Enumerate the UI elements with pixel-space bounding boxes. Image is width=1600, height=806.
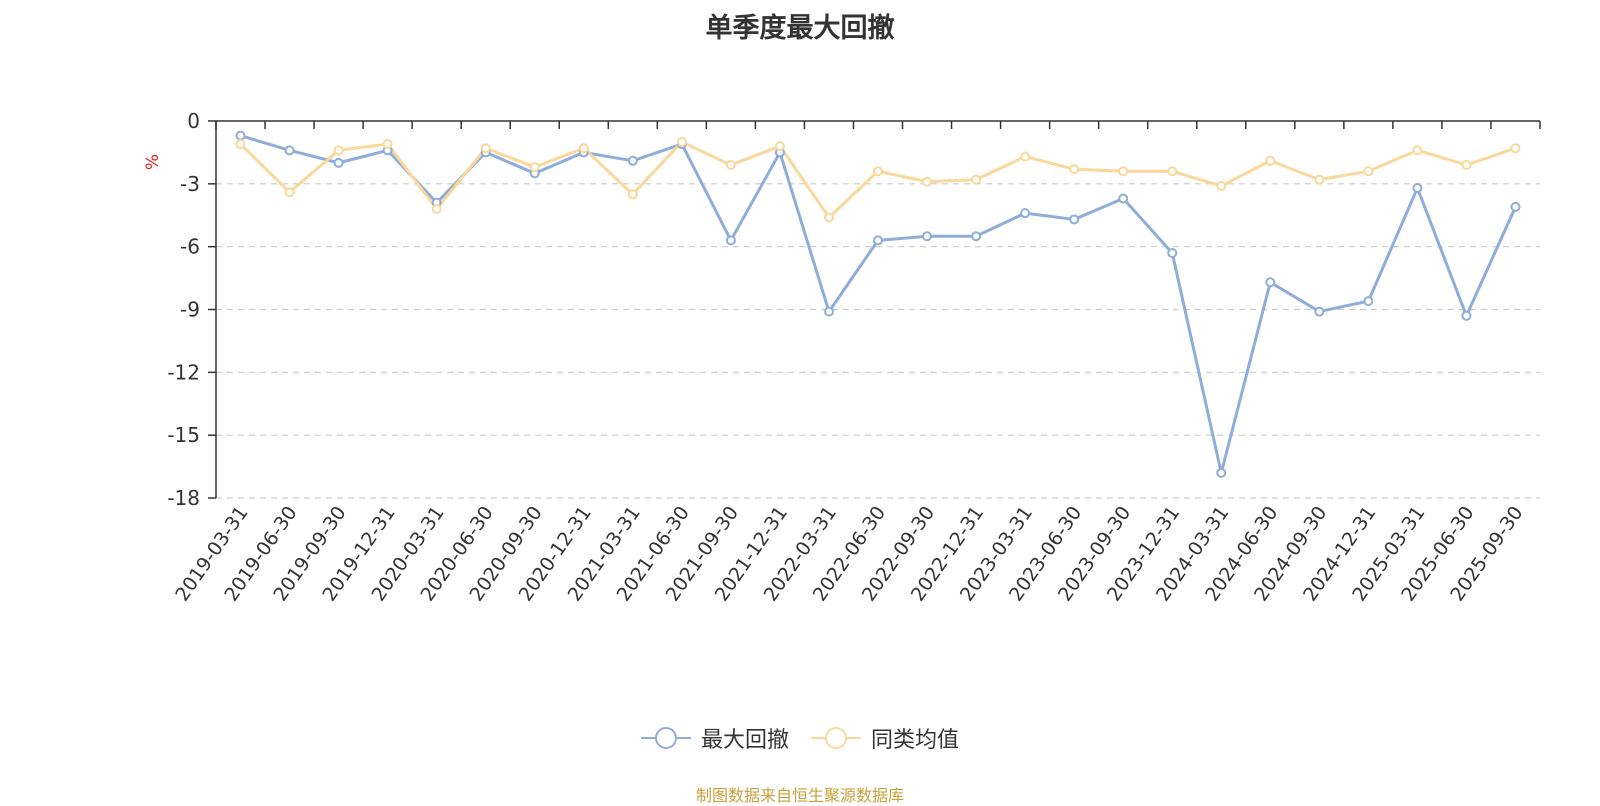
data-point-1 [823, 212, 834, 223]
data-point-1 [1412, 145, 1423, 156]
data-point-0 [333, 157, 344, 168]
legend: 最大回撤 同类均值 [0, 722, 1600, 754]
y-tick-label: -3 [180, 172, 200, 196]
data-point-1 [1167, 166, 1178, 177]
legend-item-max-drawdown[interactable]: 最大回撤 [640, 722, 789, 754]
data-point-1 [627, 189, 638, 200]
data-point-1 [333, 145, 344, 156]
grid-lines [216, 183, 1540, 499]
data-point-1 [235, 139, 246, 150]
data-point-1 [971, 174, 982, 185]
data-point-1 [1265, 155, 1276, 166]
y-tick-label: -9 [180, 298, 200, 322]
data-point-1 [1510, 143, 1521, 154]
data-point-0 [1363, 296, 1374, 307]
data-point-1 [578, 143, 589, 154]
data-point-1 [1461, 159, 1472, 170]
data-point-1 [1020, 151, 1031, 162]
data-point-0 [823, 306, 834, 317]
y-axis-unit-label: % [143, 154, 163, 170]
data-point-0 [1069, 214, 1080, 225]
data-point-1 [1314, 174, 1325, 185]
y-tick-label: -12 [167, 360, 200, 384]
y-tick-label: -6 [180, 235, 200, 259]
data-point-1 [480, 143, 491, 154]
data-point-1 [1118, 166, 1129, 177]
data-point-1 [725, 159, 736, 170]
legend-label-max-drawdown: 最大回撤 [700, 728, 789, 753]
data-point-0 [627, 155, 638, 166]
y-tick-label: -18 [167, 486, 200, 510]
data-point-1 [1069, 164, 1080, 175]
data-point-0 [1461, 310, 1472, 321]
data-point-0 [725, 235, 736, 246]
legend-marker-max-drawdown [640, 727, 691, 749]
data-point-0 [284, 145, 295, 156]
chart-title: 单季度最大回撤 [705, 13, 895, 44]
data-point-1 [1363, 166, 1374, 177]
data-point-0 [1167, 247, 1178, 258]
legend-item-peer-average[interactable]: 同类均值 [811, 722, 959, 754]
legend-label-peer-average: 同类均值 [871, 728, 960, 753]
data-point-0 [971, 231, 982, 242]
data-point-0 [1265, 277, 1276, 288]
legend-marker-peer-average [811, 727, 861, 749]
data-point-0 [1118, 193, 1129, 204]
data-point-0 [1412, 183, 1423, 194]
series-line-0 [240, 134, 1517, 475]
data-point-0 [1216, 467, 1227, 478]
data-point-0 [922, 231, 933, 242]
data-point-0 [1020, 208, 1031, 219]
data-point-1 [1216, 180, 1227, 191]
data-point-1 [676, 136, 687, 147]
data-point-1 [922, 176, 933, 187]
data-point-1 [382, 139, 393, 150]
data-point-1 [873, 166, 883, 177]
y-tick-label: 0 [187, 109, 200, 133]
data-point-1 [529, 162, 540, 173]
data-point-0 [1510, 201, 1521, 212]
series [235, 130, 1521, 478]
data-point-0 [873, 235, 883, 246]
data-point-1 [431, 203, 442, 214]
y-tick-label: -15 [167, 423, 200, 447]
data-point-1 [284, 187, 295, 198]
data-point-1 [774, 141, 785, 152]
data-source-footer: 制图数据来自恒生聚源数据库 [695, 786, 904, 805]
data-point-0 [235, 130, 246, 141]
data-point-0 [1314, 306, 1325, 317]
